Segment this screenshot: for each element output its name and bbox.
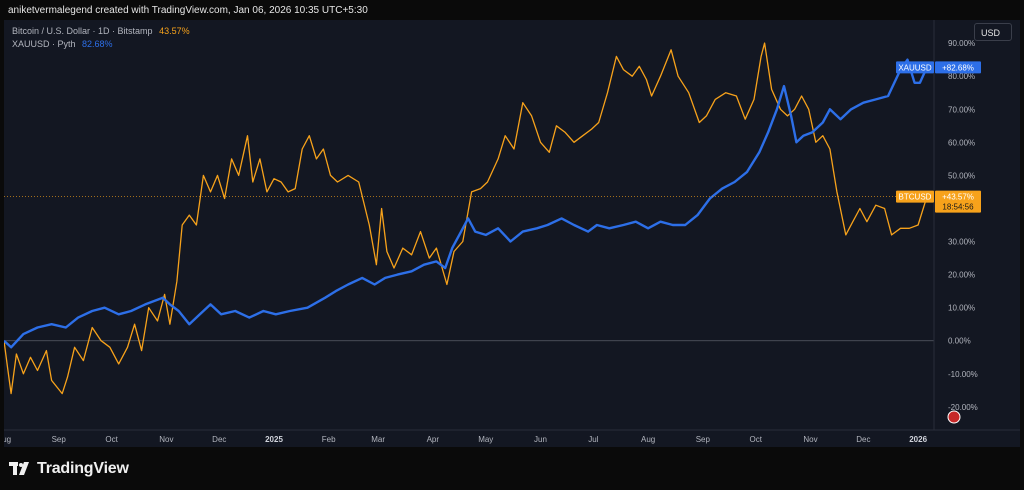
last-value-tag-xauusd (935, 61, 981, 74)
y-tick-label: 30.00% (948, 238, 975, 247)
last-value-label-xauusd: +82.68% (942, 63, 974, 72)
x-tick-label: Sep (696, 435, 711, 444)
y-tick-label: 60.00% (948, 138, 975, 147)
x-tick-label: Oct (750, 435, 763, 444)
countdown-label-btcusd: 18:54:56 (942, 203, 974, 212)
y-tick-label: -20.00% (948, 403, 978, 412)
y-tick-label: 80.00% (948, 72, 975, 81)
x-tick-label: 2026 (909, 435, 927, 444)
x-tick-label: Nov (803, 435, 817, 444)
series-line-xauusd[interactable] (4, 58, 928, 349)
legend-btc-value: 43.57% (159, 26, 190, 36)
tradingview-logo[interactable]: TradingView (9, 460, 129, 478)
y-tick-label: 0.00% (948, 337, 971, 346)
last-symbol-label-xauusd: XAUUSD (898, 63, 932, 72)
legend-xau[interactable]: XAUUSD · Pyth 82.68% (12, 39, 113, 49)
x-tick-label: Aug (4, 435, 11, 444)
y-tick-label: -10.00% (948, 370, 978, 379)
economic-event-flag-icon[interactable] (947, 410, 961, 424)
legend-xau-value: 82.68% (82, 39, 113, 49)
last-value-label-btcusd: +43.57% (942, 193, 974, 202)
x-tick-label: Oct (105, 435, 118, 444)
y-tick-label: 50.00% (948, 171, 975, 180)
x-tick-label: Apr (427, 435, 440, 444)
x-tick-label: 2025 (265, 435, 283, 444)
last-symbol-tag-btcusd (896, 190, 934, 203)
x-tick-label: Mar (371, 435, 385, 444)
chart-svg[interactable]: 90.00%80.00%70.00%60.00%50.00%40.00%30.0… (4, 20, 1020, 447)
x-tick-label: May (478, 435, 493, 444)
y-tick-label: 10.00% (948, 304, 975, 313)
x-tick-label: Jun (534, 435, 547, 444)
x-tick-label: Nov (159, 435, 173, 444)
last-symbol-label-btcusd: BTCUSD (899, 193, 932, 202)
last-value-tag-btcusd (935, 190, 981, 213)
x-tick-label: Feb (322, 435, 336, 444)
tradingview-logo-icon (9, 462, 29, 475)
x-tick-label: Dec (212, 435, 226, 444)
y-tick-label: 20.00% (948, 271, 975, 280)
legend-btc[interactable]: Bitcoin / U.S. Dollar · 1D · Bitstamp 43… (12, 26, 190, 36)
x-tick-label: Sep (52, 435, 67, 444)
last-symbol-tag-xauusd (896, 61, 934, 74)
currency-button[interactable]: USD (974, 23, 1012, 41)
y-tick-label: 90.00% (948, 39, 975, 48)
x-tick-label: Aug (641, 435, 655, 444)
tradingview-logo-text: TradingView (37, 460, 129, 477)
y-tick-label: 70.00% (948, 105, 975, 114)
legend-xau-title: XAUUSD · Pyth (12, 39, 76, 49)
chart-panel[interactable]: 90.00%80.00%70.00%60.00%50.00%40.00%30.0… (4, 20, 1020, 447)
footer: TradingView (0, 447, 1024, 490)
x-tick-label: Dec (856, 435, 870, 444)
x-tick-label: Jul (588, 435, 598, 444)
created-with-caption: aniketvermalegend created with TradingVi… (8, 5, 368, 16)
legend-btc-title: Bitcoin / U.S. Dollar · 1D · Bitstamp (12, 26, 153, 36)
